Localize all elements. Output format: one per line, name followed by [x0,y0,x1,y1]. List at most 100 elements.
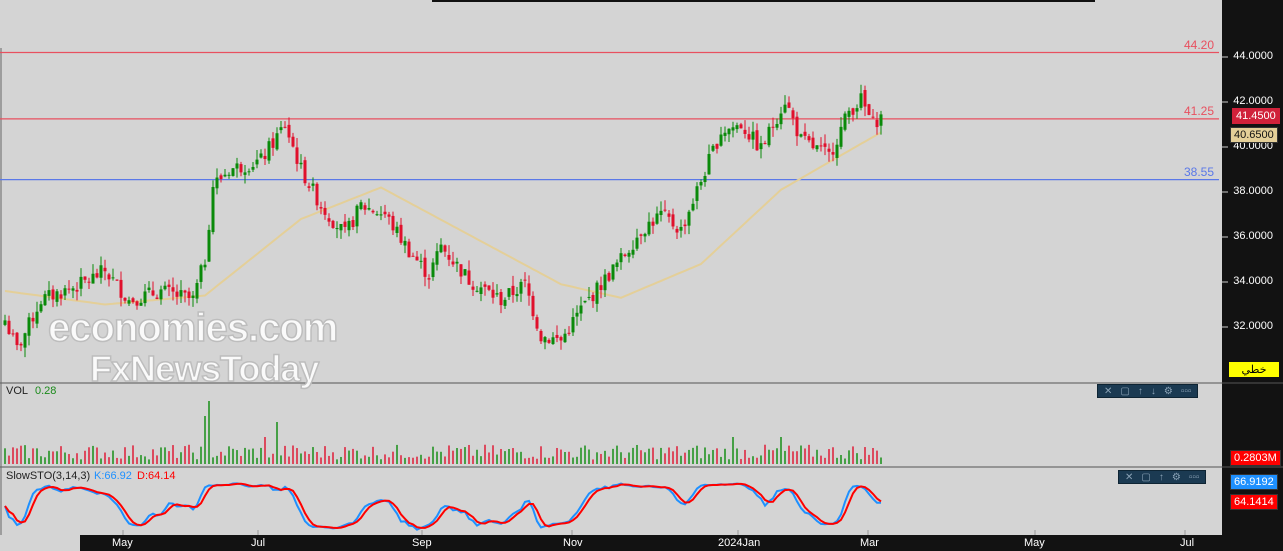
volume-bar [148,459,150,464]
volume-bar [708,454,710,464]
candle [519,281,523,294]
candle [511,285,515,296]
candle [323,207,327,215]
candle [539,330,543,342]
move-down-icon[interactable]: ↓ [1150,385,1156,397]
settings-icon[interactable]: ⚙ [1163,385,1173,397]
volume-bar [736,448,738,464]
candle [83,276,87,280]
volume-bar [800,445,802,464]
candle [875,119,879,128]
candle [131,298,135,303]
candle [47,290,51,296]
volume-bar [84,450,86,464]
volume-bar [60,446,62,464]
volume-bar [336,459,338,464]
candle [535,317,539,329]
volume-bar [704,447,706,464]
candle [507,288,511,297]
candle [107,274,111,280]
candle [295,147,299,164]
volume-bar [816,449,818,464]
move-up-icon[interactable]: ↑ [1137,385,1143,397]
candle [471,286,475,290]
candle [187,291,191,299]
candle [479,287,483,294]
candle [475,290,479,292]
volume-bar [580,447,582,464]
candle [275,133,279,150]
volume-bar [868,454,870,464]
candle [263,155,267,160]
candle [391,215,395,231]
candle [59,294,63,299]
candle [779,113,783,125]
candle [175,291,179,297]
volume-bar [152,449,154,464]
candle [859,93,863,108]
candle [631,249,635,255]
candle [739,124,743,129]
candle [235,163,239,169]
more-icon[interactable]: ▫▫▫ [1188,471,1200,483]
volume-bar [788,445,790,464]
maximize-icon[interactable]: ▢ [1141,471,1151,483]
volume-bar [604,450,606,464]
candle [431,262,435,278]
volume-bar [792,451,794,464]
candle [719,134,723,146]
volume-bar [576,456,578,464]
candle [303,160,307,184]
close-icon[interactable]: ✕ [1125,471,1134,483]
volume-bar [88,447,90,464]
candle [307,186,311,188]
settings-icon[interactable]: ⚙ [1171,471,1181,483]
volume-bar [112,450,114,464]
volume-bar [668,447,670,464]
volume-bar [444,456,446,464]
candle [443,245,447,252]
volume-bar [20,445,22,464]
candle [879,114,883,126]
candle [419,260,423,262]
volume-bar [292,445,294,464]
candle [259,153,263,158]
volume-bar [548,457,550,464]
candle [271,138,275,148]
top-bar [432,0,1095,2]
time-label: Sep [412,537,432,549]
candle [451,261,455,265]
candle [215,177,219,189]
candle [219,175,223,180]
candle [239,164,243,173]
volume-bar [76,453,78,464]
move-up-icon[interactable]: ↑ [1158,471,1164,483]
more-icon[interactable]: ▫▫▫ [1180,385,1192,397]
candle [447,254,451,260]
volume-bar [844,458,846,464]
candle [135,301,139,306]
volume-bar [268,457,270,464]
volume-bar [120,458,122,464]
volume-bar [556,447,558,464]
candle [635,237,639,249]
volume-bar [760,455,762,464]
close-icon[interactable]: ✕ [1104,385,1113,397]
candle [759,143,763,150]
volume-bar [564,452,566,464]
maximize-icon[interactable]: ▢ [1120,385,1130,397]
volume-bar [840,454,842,464]
chart-type-button[interactable]: خطي [1229,362,1279,377]
price-tick-label: 42.0000 [1233,95,1273,107]
volume-bar [276,422,278,464]
volume-bar [500,448,502,464]
candle [663,209,667,211]
candle [51,289,55,300]
volume-bar [320,457,322,464]
candle [783,104,787,113]
volume-bar [516,452,518,464]
volume-bar [644,452,646,464]
candle [67,288,71,290]
volume-bar [388,457,390,464]
